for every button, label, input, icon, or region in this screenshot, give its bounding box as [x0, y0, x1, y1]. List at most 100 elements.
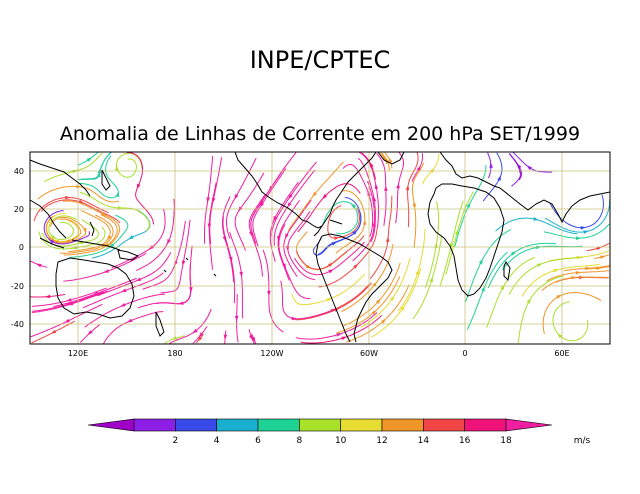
- streamline-arrow: [128, 235, 134, 240]
- streamline-arrow: [388, 157, 393, 164]
- streamline-arrow: [48, 239, 55, 244]
- streamline-arrow: [336, 333, 343, 337]
- streamline-arrow: [583, 230, 589, 234]
- streamline-arrow: [400, 305, 405, 311]
- streamline-arrow: [449, 240, 453, 247]
- caribbean-coast: [313, 219, 343, 237]
- streamline-arrow: [120, 288, 127, 293]
- colorbar-label: 14: [418, 436, 430, 446]
- arabia-india-coast: [499, 187, 611, 224]
- streamline-arrow: [35, 263, 42, 268]
- streamline-arrow: [536, 263, 543, 268]
- streamline-arrow: [277, 235, 281, 242]
- streamline-arrow: [223, 334, 228, 341]
- streamline-arrow: [389, 295, 395, 301]
- streamline-arrow: [374, 183, 379, 189]
- lat-label: 20: [14, 205, 24, 214]
- streamline-arrow: [535, 245, 542, 250]
- colorbar-segment: [505, 418, 553, 432]
- graticule: [30, 152, 610, 344]
- colorbar-label: 18: [500, 436, 512, 446]
- streamline-arrow: [206, 197, 211, 203]
- streamline-arrow: [50, 234, 56, 240]
- lon-label: 180: [167, 349, 182, 358]
- colorbar-segment: [257, 418, 300, 432]
- streamline-arrow: [375, 298, 381, 304]
- streamline-arrow: [198, 332, 204, 338]
- colorbar-unit: m/s: [574, 436, 591, 446]
- streamline-arrow: [96, 171, 101, 178]
- streamline-arrow: [497, 175, 501, 181]
- colorbar-label: 16: [459, 436, 471, 446]
- streamline-arrow: [312, 191, 317, 198]
- colorbar-label: 12: [376, 436, 387, 446]
- streamline-arrow: [126, 318, 133, 323]
- streamline-arrow: [267, 290, 271, 297]
- streamline-arrow: [385, 236, 390, 242]
- streamline-arrow: [64, 318, 70, 323]
- map-title: Anomalia de Linhas de Corrente em 200 hP…: [60, 123, 580, 145]
- streamline-arrow: [533, 217, 539, 221]
- streamline-arrow: [65, 195, 71, 200]
- streamline-arrow: [65, 298, 72, 302]
- colorbar-label: 10: [335, 436, 347, 446]
- colorbar-label: 2: [172, 436, 178, 446]
- streamline-arrow: [119, 302, 126, 307]
- streamline-arrow: [396, 182, 400, 189]
- coastlines: [29, 151, 611, 343]
- madagascar-coast: [503, 261, 511, 282]
- streamline-arrow: [228, 256, 233, 263]
- new-guinea-coast: [117, 249, 140, 261]
- streamline-arrow: [44, 294, 51, 299]
- streamline-arrow: [478, 258, 483, 265]
- streamline-arrow: [115, 191, 120, 198]
- colorbar-segment: [175, 418, 217, 432]
- streamline-arrow: [526, 165, 532, 171]
- streamline-arrow: [372, 281, 378, 287]
- colorbar-segment: [464, 418, 507, 432]
- colorbar-segment: [381, 418, 424, 432]
- japan-coast: [101, 169, 111, 191]
- new-zealand-coast: [155, 311, 165, 337]
- streamline-arrow: [285, 233, 289, 240]
- lon-label: 0: [462, 349, 467, 358]
- lon-label: 120E: [68, 349, 88, 358]
- streamline-arrow: [67, 301, 74, 306]
- streamline-arrow: [291, 316, 298, 321]
- streamline-arrow: [171, 336, 177, 340]
- streamline-arrow: [64, 239, 71, 243]
- south-america-coast: [315, 233, 393, 343]
- latitude-labels: 40 20 0 -20 -40: [11, 167, 24, 329]
- streamline-arrow: [489, 162, 493, 168]
- lat-label: 40: [14, 167, 24, 176]
- colorbar-segment: [299, 418, 341, 432]
- greenland-coast: [377, 151, 405, 165]
- streamline-arrow: [580, 226, 587, 230]
- map-plot-area: [29, 151, 611, 345]
- north-america-coast: [234, 151, 377, 229]
- africa-coast: [427, 183, 505, 297]
- streamline-arrow: [381, 318, 387, 324]
- streamline-arrow: [287, 202, 292, 208]
- streamline-arrow: [103, 269, 110, 273]
- streamline-arrow: [518, 167, 523, 173]
- streamline-arrow: [526, 298, 531, 304]
- streamline-arrow: [571, 275, 577, 280]
- streamline-arrow: [273, 216, 278, 222]
- streamline-arrow: [429, 276, 433, 283]
- streamline-arrow: [249, 231, 253, 238]
- streamline-arrow: [234, 194, 239, 200]
- streamline-arrow: [371, 309, 377, 315]
- streamline-arrow: [372, 221, 376, 227]
- streamline-arrow: [207, 223, 212, 229]
- streamline-arrow: [352, 229, 358, 235]
- streamline-arrow: [166, 239, 171, 245]
- streamline-arrow: [76, 184, 82, 189]
- streamline-arrow: [575, 236, 582, 241]
- colorbar-segment: [133, 418, 176, 432]
- streamline-arrow: [115, 164, 119, 171]
- streamline-arrow: [234, 315, 239, 322]
- streamline-arrow: [516, 163, 522, 169]
- europe-coast: [439, 151, 501, 189]
- streamline-arrow: [181, 260, 186, 267]
